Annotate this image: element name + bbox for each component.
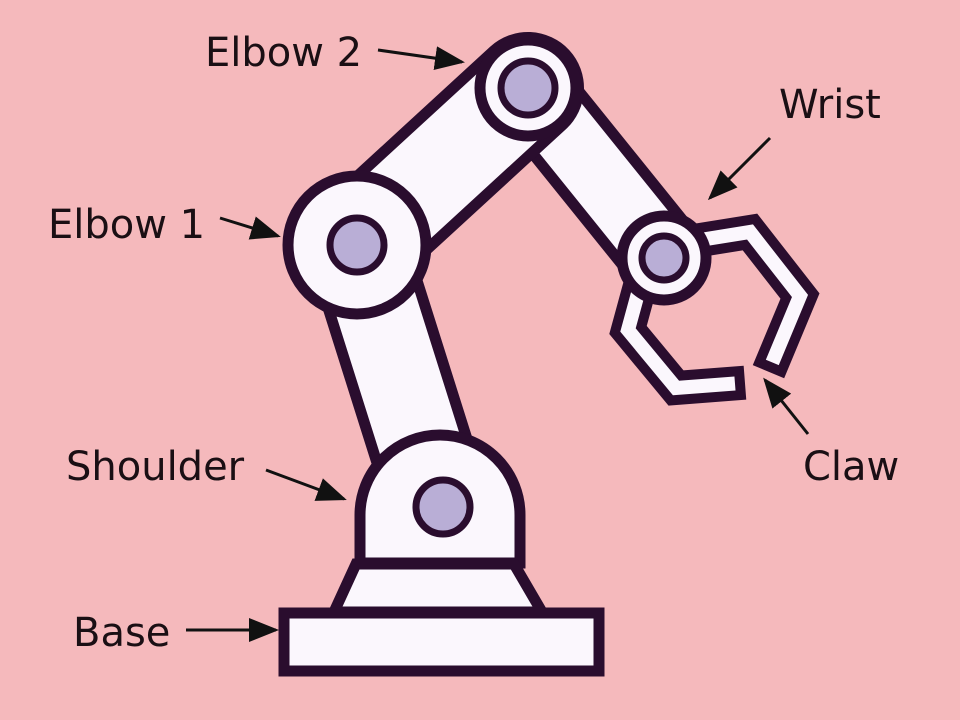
base-label: Base [73,610,170,656]
wrist-label: Wrist [779,82,881,128]
claw-arrow [763,377,810,435]
elbow1-joint [326,214,388,276]
claw-label: Claw [803,444,899,490]
claw-upper-finger [691,224,809,366]
elbow1-label: Elbow 1 [48,202,205,248]
base-plate [278,607,605,677]
wrist-joint [638,232,690,284]
elbow1-arrow [219,216,281,240]
shoulder-label: Shoulder [66,444,245,490]
elbow2-arrow [377,46,465,71]
claw-lower-finger [620,277,736,396]
shoulder-joint [412,476,474,538]
elbow2-joint [497,57,559,119]
shoulder-arrow [265,468,347,501]
wrist-arrow [707,136,772,201]
elbow2-label: Elbow 2 [205,30,362,76]
base-neck [325,558,552,618]
